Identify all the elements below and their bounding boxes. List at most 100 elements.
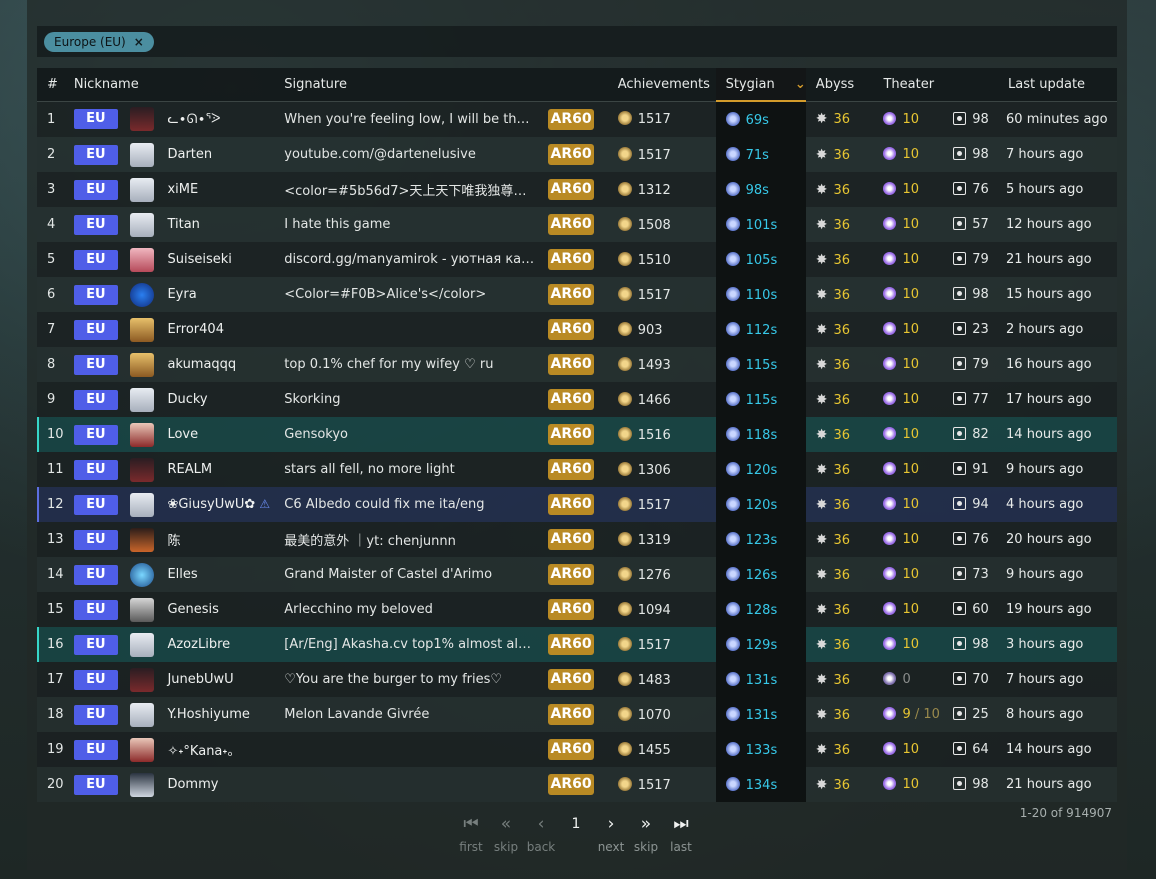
skip-forward-button[interactable]: » skip: [626, 812, 666, 854]
abyss-stars: 36: [833, 252, 851, 268]
avatar[interactable]: [129, 492, 154, 517]
nickname[interactable]: Ducky: [167, 392, 208, 407]
table-row[interactable]: 1 EU ᓚ∙ᘏ∙ᕐᐷ When you're feeling low, I w…: [37, 101, 1117, 137]
nickname[interactable]: Genesis: [167, 602, 219, 617]
rank-cell: 12: [37, 487, 74, 522]
table-row[interactable]: 16 EU AzozLibre [Ar/Eng] Akasha.cv top1%…: [37, 627, 1117, 662]
avatar[interactable]: [129, 667, 154, 692]
table-row[interactable]: 17 EU JunebUwU ♡You are the burger to my…: [37, 662, 1117, 697]
achievement-icon: [617, 146, 632, 161]
avatar[interactable]: [129, 772, 154, 797]
adventure-rank-badge: AR60: [548, 459, 595, 480]
table-row[interactable]: 18 EU Y.Hoshiyume Melon Lavande Givrée A…: [37, 697, 1117, 732]
avatar[interactable]: [129, 142, 154, 167]
stygian-icon: [725, 391, 740, 406]
table-row[interactable]: 6 EU Eyra <Color=#F0B>Alice's</color> AR…: [37, 277, 1117, 312]
table-row[interactable]: 19 EU ✧˖°Kana˖。 AR60 1455 133s ✸ 36 10 64…: [37, 732, 1117, 767]
sort-desc-icon[interactable]: ⌄: [794, 76, 806, 92]
first-page-button[interactable]: ⏮ first: [451, 812, 491, 854]
avatar[interactable]: [129, 702, 154, 727]
header-rank[interactable]: #: [37, 68, 74, 102]
avatar[interactable]: [129, 317, 154, 342]
rank-cell: 9: [37, 382, 74, 417]
table-row[interactable]: 8 EU akumaqqq top 0.1% chef for my wifey…: [37, 347, 1117, 382]
avatar[interactable]: [129, 107, 154, 132]
back-button[interactable]: ‹ back: [521, 812, 561, 854]
table-row[interactable]: 20 EU Dommy AR60 1517 134s ✸ 36 10 98 21 …: [37, 767, 1117, 802]
nickname[interactable]: ✧˖°Kana˖。: [167, 744, 241, 759]
header-abyss[interactable]: Abyss: [805, 68, 878, 102]
nickname[interactable]: ❀GiusyUwU✿: [167, 497, 256, 512]
nickname[interactable]: Love: [167, 427, 199, 442]
table-row[interactable]: 14 EU Elles Grand Maister of Castel d'Ar…: [37, 557, 1117, 592]
table-row[interactable]: 2 EU Darten youtube.com/@dartenelusive A…: [37, 137, 1117, 172]
achievement-icon: [617, 321, 632, 336]
region-filter-chip[interactable]: Europe (EU) ×: [44, 32, 154, 52]
stygian-icon: [725, 776, 740, 791]
table-row[interactable]: 5 EU Suiseiseki discord.gg/manyamirok - …: [37, 242, 1117, 277]
theater-value: 10: [902, 322, 920, 337]
table-row[interactable]: 13 EU 陈 最美的意外 ｜yt: chenjunnn AR60 1319 1…: [37, 522, 1117, 557]
nickname[interactable]: Titan: [167, 217, 200, 232]
theater-icon: [883, 217, 897, 230]
table-row[interactable]: 15 EU Genesis Arlecchino my beloved AR60…: [37, 592, 1117, 627]
nickname[interactable]: Dommy: [167, 777, 219, 792]
header-signature[interactable]: Signature: [284, 68, 618, 102]
stygian-time: 115s: [745, 357, 778, 373]
avatar[interactable]: [129, 212, 154, 237]
avatar[interactable]: [129, 387, 154, 412]
last-update: 7 hours ago: [1006, 147, 1084, 162]
nickname[interactable]: Elles: [167, 567, 198, 582]
nickname[interactable]: xiME: [167, 182, 199, 197]
avatar[interactable]: [129, 422, 154, 447]
avatar[interactable]: [129, 352, 154, 377]
theater-value: 10: [902, 357, 920, 372]
next-button[interactable]: › next: [591, 812, 631, 854]
nickname[interactable]: ᓚ∙ᘏ∙ᕐᐷ: [167, 111, 221, 127]
current-page[interactable]: 1: [571, 816, 581, 832]
skip-back-button[interactable]: « skip: [486, 812, 526, 854]
nickname[interactable]: AzozLibre: [167, 637, 231, 652]
avatar[interactable]: [129, 562, 154, 587]
achievements-value: 1466: [637, 392, 671, 408]
nickname[interactable]: Suiseiseki: [167, 252, 232, 267]
table-row[interactable]: 4 EU Titan I hate this game AR60 1508 10…: [37, 207, 1117, 242]
character-count-icon: [953, 567, 967, 580]
avatar[interactable]: [129, 597, 154, 622]
table-row[interactable]: 7 EU Error404 AR60 903 112s ✸ 36 10 23 2 …: [37, 312, 1117, 347]
nickname[interactable]: 陈: [167, 534, 181, 549]
nickname[interactable]: Error404: [167, 322, 224, 337]
avatar[interactable]: [129, 247, 154, 272]
table-row[interactable]: 3 EU xiME <color=#5b56d7>天上天下唯我独尊</c... …: [37, 172, 1117, 207]
close-icon[interactable]: ×: [133, 35, 144, 49]
adventure-rank-badge: AR60: [548, 284, 595, 305]
nickname[interactable]: JunebUwU: [167, 672, 234, 687]
table-row[interactable]: 10 EU Love Gensokyo AR60 1516 118s ✸ 36 1…: [37, 417, 1117, 452]
chevron-left-icon: ‹: [537, 814, 545, 834]
header-stygian[interactable]: Stygian ⌄: [715, 68, 806, 102]
region-badge: EU: [73, 249, 118, 270]
header-theater[interactable]: Theater: [877, 68, 1007, 102]
last-page-button[interactable]: ⏭ last: [661, 812, 701, 854]
avatar[interactable]: [129, 457, 154, 482]
stygian-icon: [725, 671, 740, 686]
nickname[interactable]: Darten: [167, 147, 213, 162]
theater-value: 10: [902, 217, 920, 232]
avatar[interactable]: [129, 282, 154, 307]
avatar[interactable]: [129, 737, 154, 762]
nickname[interactable]: Eyra: [167, 287, 197, 302]
avatar[interactable]: [129, 177, 154, 202]
header-achievements[interactable]: Achievements: [617, 68, 716, 102]
avatar[interactable]: [129, 527, 154, 552]
header-nickname[interactable]: Nickname: [73, 68, 285, 102]
nickname[interactable]: Y.Hoshiyume: [167, 707, 250, 722]
table-row[interactable]: 9 EU Ducky Skorking AR60 1466 115s ✸ 36 1…: [37, 382, 1117, 417]
nickname[interactable]: REALM: [167, 462, 213, 477]
achievements-value: 1517: [637, 637, 671, 653]
table-row[interactable]: 11 EU REALM stars all fell, no more ligh…: [37, 452, 1117, 487]
table-row[interactable]: 12 EU ❀GiusyUwU✿ ⚠ C6 Albedo could fix me…: [37, 487, 1117, 522]
nickname[interactable]: akumaqqq: [167, 357, 237, 372]
stygian-time: 120s: [745, 497, 778, 513]
avatar[interactable]: [129, 632, 154, 657]
header-last-update[interactable]: Last update: [1006, 68, 1117, 102]
